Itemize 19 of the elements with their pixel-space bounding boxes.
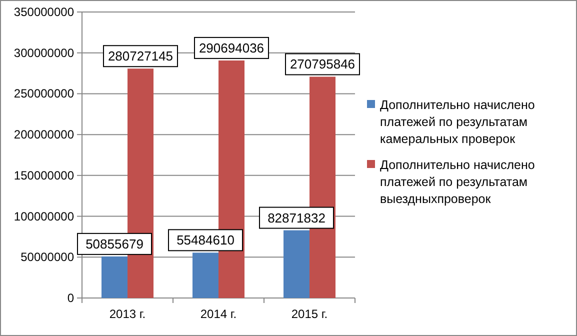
x-tick-label: 2014 г. <box>200 307 237 321</box>
y-tick-label: 250000000 <box>14 86 74 101</box>
y-tick-label: 50000000 <box>20 250 74 264</box>
y-tick-label: 200000000 <box>14 128 74 142</box>
data-label: 82871832 <box>268 210 326 226</box>
data-label: 55484610 <box>176 232 234 248</box>
data-label: 280727145 <box>108 48 174 64</box>
legend-label: Дополнительно начислено платежей по результатам камеральных проверок <box>380 98 535 146</box>
legend-label: Дополнительно начислено платежей по результатам выездныхпроверок <box>380 158 535 206</box>
data-label: 50855679 <box>86 236 144 252</box>
data-label: 290694036 <box>198 40 264 56</box>
x-tick-label: 2013 г. <box>109 307 146 321</box>
x-tick-label: 2015 г. <box>291 307 328 321</box>
y-tick-label: 150000000 <box>14 168 74 182</box>
data-label: 270795846 <box>290 56 356 72</box>
y-tick-label: 0 <box>67 291 74 305</box>
y-tick-label: 100000000 <box>14 209 74 224</box>
y-tick-label: 300000000 <box>14 46 74 60</box>
y-tick-label: 350000000 <box>14 5 74 19</box>
